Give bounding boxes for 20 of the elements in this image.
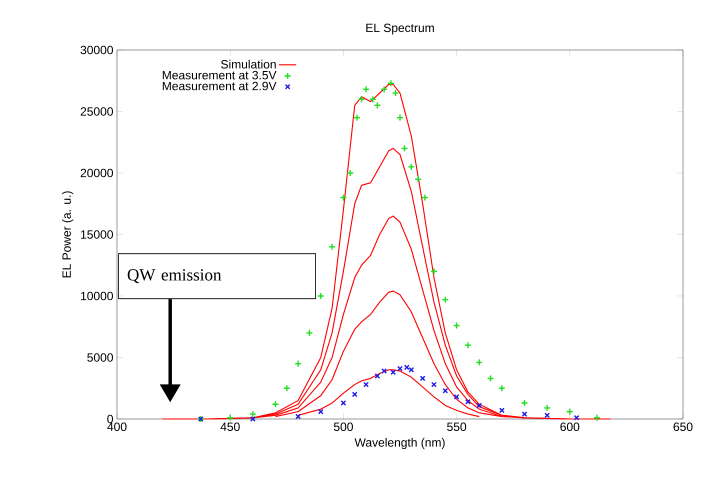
x-tick-label: 450: [220, 422, 240, 432]
legend-label: Measurement at 2.9V: [162, 82, 276, 90]
x-tick-label: 550: [447, 422, 466, 432]
y-tick-label: 30000: [80, 46, 113, 54]
x-tick-label: 650: [674, 422, 693, 432]
legend-label: Simulation: [221, 60, 276, 69]
y-tick-label: 15000: [81, 230, 113, 239]
y-tick-label: 5000: [87, 353, 113, 362]
y-tick-label: 20000: [80, 168, 113, 178]
legend-label: Measurement at 3.5V: [162, 70, 276, 80]
y-tick-label: 10000: [81, 292, 113, 300]
x-tick-label: 500: [334, 422, 353, 432]
y-tick-label: 0: [107, 414, 114, 424]
chart-title: EL Spectrum: [366, 24, 434, 34]
y-tick-label: 25000: [80, 107, 113, 116]
x-tick-label: 600: [560, 422, 580, 432]
y-axis-title: EL Power (a. u.): [62, 191, 74, 278]
x-axis-title: Wavelength (nm): [354, 438, 445, 450]
x-tick-label: 400: [107, 422, 127, 432]
annotation: QW emission: [128, 269, 222, 284]
